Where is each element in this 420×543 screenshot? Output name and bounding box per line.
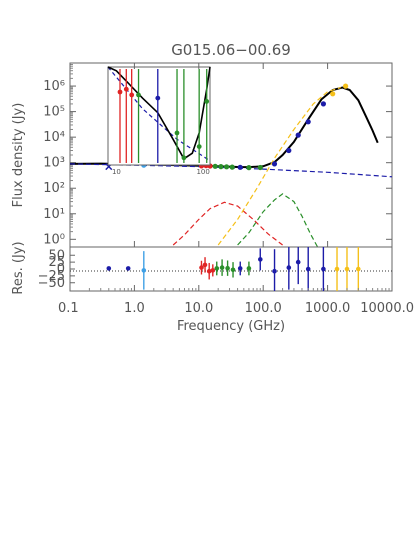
res-y-tick-label-3: 25 — [48, 255, 65, 270]
sed-point-11 — [257, 164, 263, 171]
x-tick-label-0: 0.1 — [58, 301, 79, 316]
sed-data-points — [105, 83, 349, 171]
inset-point-5 — [174, 130, 180, 136]
chart-title: G015.06−00.69 — [171, 41, 291, 59]
sed-y-tick-labels: 10⁰ 10¹ 10² 10³ 10⁴ 10⁵ 10⁶ — [43, 79, 65, 247]
inset-x-tick-label-0: 10 — [112, 168, 121, 176]
sed-point-5 — [212, 163, 218, 169]
sed-point-13 — [286, 147, 292, 154]
res-point-15 — [286, 265, 292, 270]
inset-x-tick-labels: 10 100 — [112, 168, 210, 176]
res-point-8 — [219, 265, 225, 270]
sed-y-tick-label-2: 10² — [43, 181, 65, 196]
res-point-7 — [214, 266, 220, 271]
res-point-17 — [305, 266, 311, 272]
x-tick-label-5: 10000.0 — [360, 301, 414, 316]
res-y-tick-label-1: −25 — [38, 269, 65, 284]
x-axis-label: Frequency (GHz) — [177, 319, 285, 334]
sed-point-18 — [343, 83, 349, 89]
sed-y-tick-label-0: 10⁰ — [43, 232, 65, 247]
sed-y-tick-label-4: 10⁴ — [43, 130, 65, 145]
sed-point-17 — [330, 91, 336, 97]
sed-point-15 — [305, 119, 311, 125]
sed-y-tick-label-1: 10¹ — [43, 207, 65, 222]
sed-point-8 — [229, 164, 235, 170]
inset-point-2 — [129, 92, 135, 98]
res-point-11 — [237, 266, 243, 271]
inset-point-7 — [196, 144, 202, 150]
res-point-2 — [141, 268, 147, 273]
inset-point-4 — [155, 95, 161, 101]
residual-y-axis-label: Res. (Jy) — [11, 241, 26, 294]
res-point-14 — [272, 268, 277, 274]
res-point-21 — [356, 266, 361, 272]
res-point-10 — [230, 267, 236, 273]
sed-point-16 — [320, 101, 326, 107]
sed-point-10 — [246, 165, 252, 171]
sed-point-12 — [271, 161, 278, 167]
model-curve-component-yellow — [217, 86, 341, 246]
x-tick-label-2: 10.0 — [184, 301, 213, 316]
model-curve-component-green — [237, 193, 319, 248]
res-point-0 — [106, 266, 112, 271]
inset-point-6 — [181, 155, 187, 161]
res-point-18 — [321, 266, 326, 272]
inset-point-3 — [136, 92, 141, 98]
sed-inset: 10 100 — [107, 66, 211, 176]
inset-data-points — [117, 69, 210, 163]
inset-point-1 — [123, 86, 129, 92]
res-y-tick-label-0: −50 — [38, 276, 65, 291]
res-point-16 — [295, 259, 301, 265]
res-point-19 — [334, 266, 340, 272]
sed-point-14 — [295, 132, 301, 138]
inset-point-8 — [204, 99, 210, 104]
sed-y-tick-label-6: 10⁶ — [43, 79, 65, 94]
x-tick-labels: 0.1 1.0 10.0 100.0 1000.0 10000.0 — [58, 63, 414, 316]
res-point-20 — [344, 266, 350, 272]
sed-gridlines — [70, 63, 392, 240]
res-point-3 — [199, 265, 204, 270]
sed-panel: 10⁰ 10¹ 10² 10³ 10⁴ 10⁵ 10⁶ Flux density (Jy) — [11, 62, 393, 248]
sed-y-tick-label-3: 10³ — [43, 156, 65, 171]
res-y-tick-label-4: 50 — [48, 248, 65, 263]
res-y-tick-label-2: 0 — [57, 262, 65, 277]
sed-y-axis-label: Flux density (Jy) — [11, 103, 26, 208]
inset-point-0 — [117, 89, 123, 95]
inset-model-curves — [107, 66, 211, 162]
sed-point-6 — [218, 164, 224, 170]
inset-x-tick-label-1: 100 — [196, 168, 209, 176]
residual-data-points — [106, 247, 361, 291]
res-point-4 — [202, 262, 208, 268]
x-tick-label-1: 1.0 — [124, 301, 145, 316]
res-point-5 — [206, 268, 212, 274]
model-curve-component-red — [172, 201, 283, 246]
x-tick-label-4: 1000.0 — [305, 301, 351, 316]
inset-curve-total — [107, 66, 211, 160]
res-point-12 — [246, 266, 252, 271]
res-point-13 — [258, 257, 263, 262]
res-point-6 — [210, 268, 216, 273]
sed-point-7 — [224, 164, 230, 170]
res-point-1 — [125, 266, 131, 271]
sed-point-9 — [237, 164, 243, 170]
res-point-9 — [225, 265, 230, 271]
sed-y-tick-label-5: 10⁵ — [43, 105, 65, 120]
x-tick-label-3: 100.0 — [245, 301, 282, 316]
